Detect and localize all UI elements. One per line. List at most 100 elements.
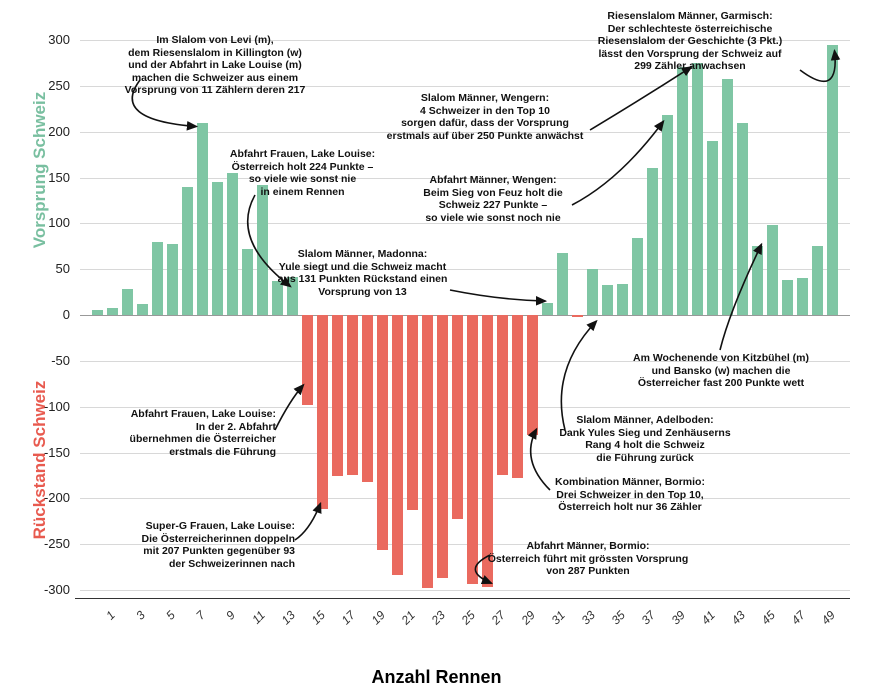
bar	[797, 278, 808, 315]
annotation-levi: Im Slalom von Levi (m),dem Riesenslalom …	[115, 34, 315, 97]
bar	[707, 141, 718, 315]
x-tick-label: 31	[543, 608, 567, 632]
bar	[362, 315, 373, 482]
bar	[377, 315, 388, 550]
x-tick-label: 23	[423, 608, 447, 632]
bar	[452, 315, 463, 519]
bar	[347, 315, 358, 475]
annotation-wengern-slalom: Slalom Männer, Wengern:4 Schweizer in de…	[380, 92, 590, 142]
y-axis-label-bottom: Rückstand Schweiz	[30, 370, 50, 550]
x-tick-label: 15	[303, 608, 327, 632]
x-tick-label: 9	[213, 608, 237, 632]
y-tick-label: -200	[35, 490, 70, 505]
y-tick-label: 150	[35, 170, 70, 185]
gridline	[80, 498, 850, 499]
x-tick-label: 33	[573, 608, 597, 632]
bar	[632, 238, 643, 315]
annotation-kitzbuehel: Am Wochenende von Kitzbühel (m)und Bansk…	[626, 352, 816, 390]
bar	[197, 123, 208, 316]
x-tick-label: 29	[513, 608, 537, 632]
bar	[647, 168, 658, 315]
gridline	[80, 269, 850, 270]
x-tick-label: 19	[363, 608, 387, 632]
x-tick-label: 37	[633, 608, 657, 632]
bar	[827, 45, 838, 315]
bar	[167, 244, 178, 316]
bar	[692, 63, 703, 315]
bar	[182, 187, 193, 315]
y-tick-label: -300	[35, 582, 70, 597]
x-tick-label: 11	[243, 608, 267, 632]
bar	[602, 285, 613, 315]
bar	[422, 315, 433, 588]
bar	[317, 315, 328, 509]
bar	[497, 315, 508, 475]
y-tick-label: -150	[35, 445, 70, 460]
x-tick-label: 13	[273, 608, 297, 632]
y-tick-label: 250	[35, 78, 70, 93]
annotation-lake-louise-abfahrt-w: Abfahrt Frauen, Lake Louise:Österreich h…	[220, 148, 385, 198]
x-tick-label: 35	[603, 608, 627, 632]
bar	[212, 182, 223, 315]
annotation-adelboden: Slalom Männer, Adelboden:Dank Yules Sieg…	[550, 414, 740, 464]
y-tick-label: 200	[35, 124, 70, 139]
annotation-bormio-kombi: Kombination Männer, Bormio:Drei Schweize…	[535, 476, 725, 514]
annotation-super-g: Super-G Frauen, Lake Louise:Die Österrei…	[105, 520, 295, 570]
x-tick-label: 5	[153, 608, 177, 632]
bar	[752, 246, 763, 315]
bar	[92, 310, 103, 315]
gridline	[80, 590, 850, 591]
bar	[722, 79, 733, 316]
bar	[107, 308, 118, 315]
annotation-wengen-abfahrt-m: Abfahrt Männer, Wengen:Beim Sieg von Feu…	[413, 174, 573, 224]
y-tick-label: -250	[35, 536, 70, 551]
x-tick-label: 47	[783, 608, 807, 632]
bar	[242, 249, 253, 315]
x-axis-label: Anzahl Rennen	[371, 667, 501, 688]
y-tick-label: -100	[35, 399, 70, 414]
bar	[557, 253, 568, 315]
annotation-lake-louise-2: Abfahrt Frauen, Lake Louise:In der 2. Ab…	[96, 408, 276, 458]
bar	[782, 280, 793, 315]
y-tick-label: 300	[35, 32, 70, 47]
x-tick-label: 7	[183, 608, 207, 632]
y-tick-label: -50	[35, 353, 70, 368]
x-tick-label: 1	[93, 608, 117, 632]
bar	[527, 315, 538, 435]
bar	[467, 315, 478, 584]
y-tick-label: 0	[35, 307, 70, 322]
y-tick-label: 50	[35, 261, 70, 276]
annotation-madonna: Slalom Männer, Madonna:Yule siegt und di…	[270, 248, 455, 298]
bar	[662, 115, 673, 315]
bar	[392, 315, 403, 575]
bar	[677, 67, 688, 315]
x-tick-label: 39	[663, 608, 687, 632]
bar	[617, 284, 628, 315]
bar	[542, 303, 553, 315]
annotation-garmisch: Riesenslalom Männer, Garmisch:Der schlec…	[580, 10, 800, 73]
x-tick-label: 25	[453, 608, 477, 632]
bar	[137, 304, 148, 315]
bar	[122, 289, 133, 315]
x-tick-label: 21	[393, 608, 417, 632]
bar	[437, 315, 448, 578]
y-tick-label: 100	[35, 215, 70, 230]
bar	[302, 315, 313, 405]
x-tick-label: 17	[333, 608, 357, 632]
x-tick-label: 49	[813, 608, 837, 632]
bar	[737, 123, 748, 316]
x-tick-label: 3	[123, 608, 147, 632]
x-tick-label: 27	[483, 608, 507, 632]
bar	[587, 269, 598, 315]
bar	[152, 242, 163, 315]
x-tick-label: 45	[753, 608, 777, 632]
bar	[512, 315, 523, 478]
x-tick-label: 43	[723, 608, 747, 632]
bar	[407, 315, 418, 510]
x-tick-label: 41	[693, 608, 717, 632]
bar	[812, 246, 823, 315]
bar	[767, 225, 778, 315]
bar	[332, 315, 343, 476]
annotation-bormio-abfahrt: Abfahrt Männer, Bormio:Österreich führt …	[478, 540, 698, 578]
bar	[257, 185, 268, 315]
